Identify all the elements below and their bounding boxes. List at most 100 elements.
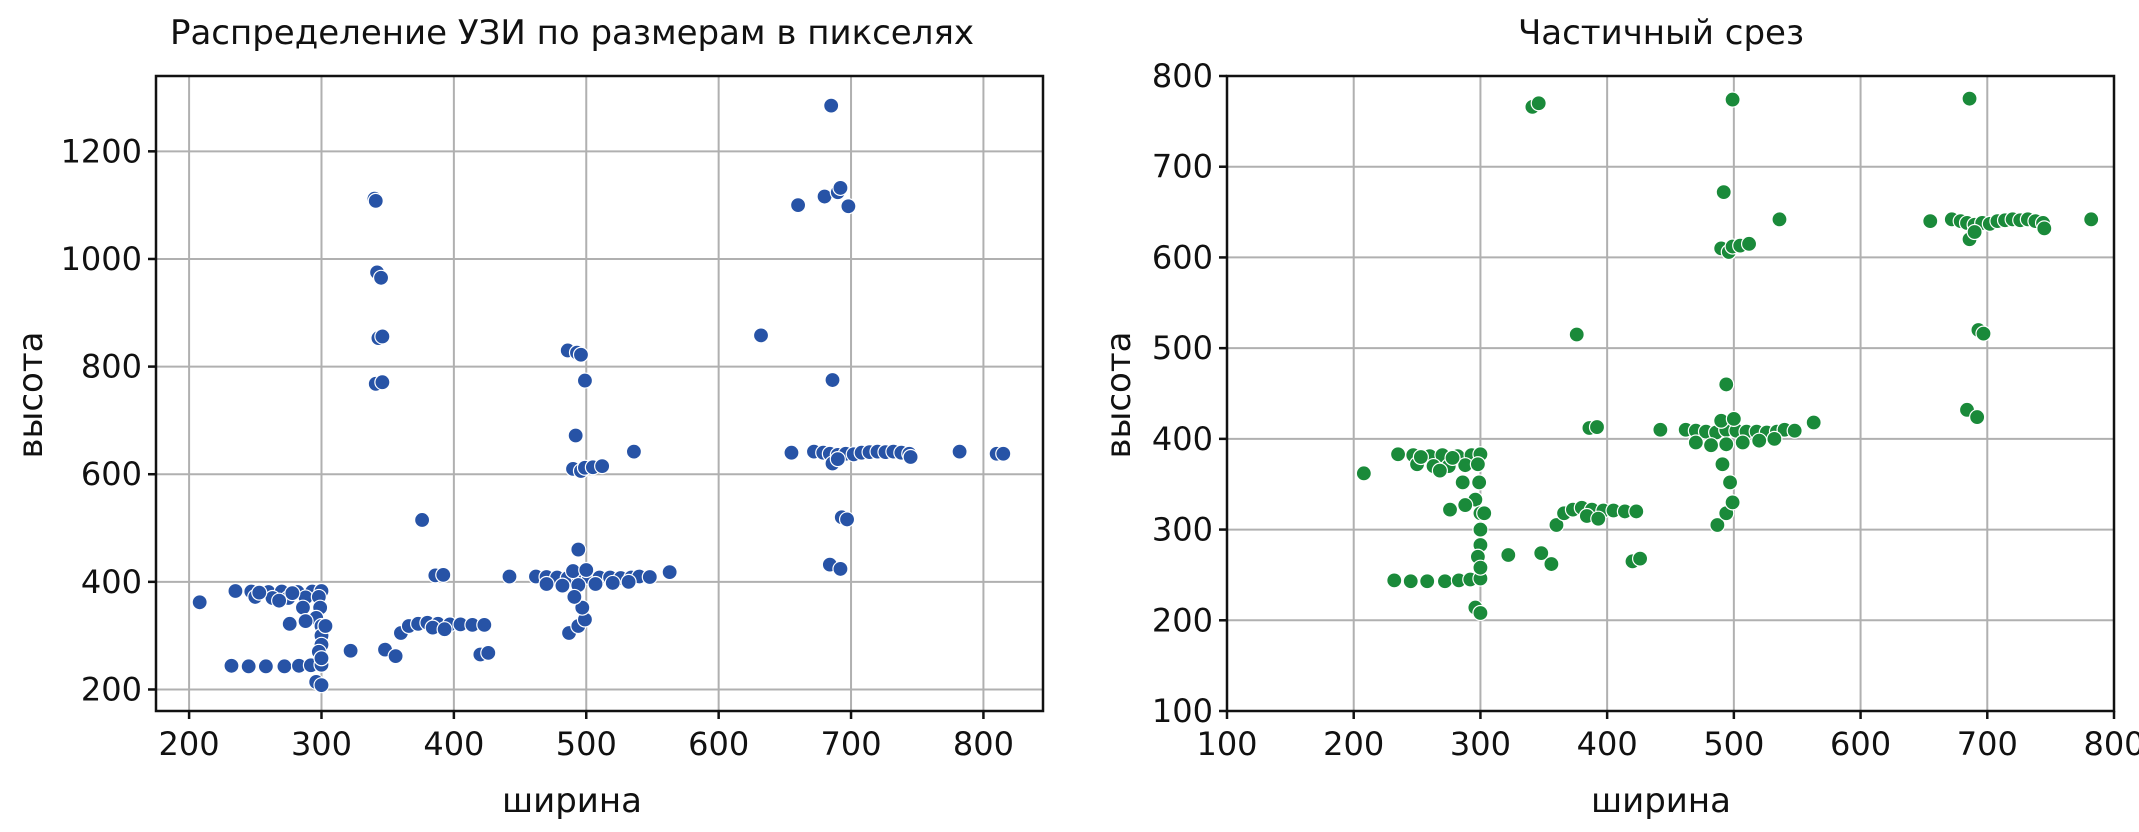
- data-point: [1724, 494, 1741, 511]
- chart-title: Частичный срез: [1518, 13, 1804, 53]
- data-point: [661, 564, 678, 581]
- x-axis-label: ширина: [1591, 781, 1731, 821]
- x-tick-label: 700: [1957, 725, 2018, 763]
- y-tick-label: 1200: [61, 132, 142, 170]
- x-tick-label: 300: [1450, 725, 1511, 763]
- data-point: [594, 458, 611, 475]
- axes: 100 200 300 400 500 600 700 800 100 200 300 400 500 6…: [1152, 57, 2139, 763]
- data-point: [276, 658, 293, 675]
- data-point: [838, 511, 856, 528]
- data-point: [1431, 462, 1448, 479]
- data-point: [574, 599, 591, 616]
- data-point: [342, 642, 359, 659]
- data-point: [372, 269, 390, 286]
- data-point: [1718, 436, 1735, 453]
- y-tick-label: 600: [1152, 238, 1213, 276]
- data-point: [1751, 432, 1768, 449]
- data-point: [1472, 521, 1489, 538]
- data-point: [995, 445, 1012, 462]
- axes: 200 300 400 500 600 700 800 200 400 600 800 1000 120…: [61, 74, 1045, 763]
- data-point: [1402, 573, 1419, 590]
- y-tick-label: 500: [1152, 329, 1213, 367]
- data-point: [572, 346, 590, 363]
- y-tick-label: 800: [1152, 57, 1213, 95]
- data-point: [823, 97, 840, 114]
- data-point: [1355, 465, 1372, 482]
- x-tick-label: 500: [556, 725, 617, 763]
- x-tick-label: 400: [1577, 725, 1638, 763]
- data-point: [1419, 573, 1436, 590]
- data-point: [1714, 456, 1731, 473]
- data-point: [1631, 550, 1649, 567]
- data-point: [1469, 456, 1486, 473]
- data-point: [578, 561, 595, 579]
- data-point: [313, 650, 330, 667]
- data-point: [1568, 326, 1585, 343]
- y-tick-label: 200: [81, 670, 142, 708]
- y-tick-label: 800: [81, 348, 142, 386]
- y-tick-label: 200: [1152, 601, 1213, 639]
- data-point: [1548, 516, 1565, 534]
- x-tick-label: 100: [1196, 725, 1257, 763]
- data-point: [501, 568, 518, 585]
- data-point: [587, 575, 604, 593]
- data-point: [1543, 555, 1560, 573]
- x-axis-label: ширина: [502, 781, 642, 821]
- data-point: [1961, 90, 1978, 107]
- x-tick-label: 400: [423, 725, 484, 763]
- data-point: [538, 575, 555, 593]
- data-point: [1436, 573, 1454, 590]
- data-point: [414, 511, 431, 529]
- data-point: [387, 648, 404, 665]
- data-point: [294, 599, 312, 616]
- data-point: [2083, 211, 2100, 228]
- data-point: [1718, 376, 1735, 393]
- data-point: [374, 328, 391, 345]
- data-point: [223, 657, 240, 674]
- data-point: [1500, 546, 1517, 564]
- grid: [1226, 75, 2115, 712]
- x-tick-label: 200: [159, 725, 220, 763]
- data-point: [620, 573, 637, 590]
- points: [191, 97, 1012, 694]
- data-point: [1590, 510, 1607, 527]
- data-point: [1533, 545, 1550, 562]
- data-point: [554, 577, 571, 594]
- data-point: [824, 371, 841, 389]
- data-point: [783, 444, 800, 461]
- data-point: [1709, 516, 1726, 534]
- data-point: [604, 574, 621, 592]
- data-point: [1969, 408, 1986, 426]
- x-tick-label: 800: [2083, 725, 2139, 763]
- data-point: [641, 568, 658, 586]
- data-point: [1771, 211, 1788, 228]
- y-tick-label: 600: [81, 455, 142, 493]
- data-point: [1471, 474, 1488, 491]
- y-axis-label: высота: [11, 331, 51, 458]
- data-point: [367, 192, 384, 209]
- data-point: [566, 588, 583, 606]
- data-point: [1922, 213, 1939, 230]
- data-point: [271, 592, 288, 609]
- x-tick-label: 800: [953, 725, 1014, 763]
- data-point: [1786, 422, 1803, 439]
- data-point: [2036, 220, 2053, 237]
- x-tick-label: 500: [1703, 725, 1764, 763]
- plot-frame: [1225, 74, 2116, 713]
- data-point: [1966, 223, 1983, 241]
- data-point: [436, 621, 453, 638]
- data-point: [1386, 572, 1403, 589]
- data-point: [480, 644, 497, 661]
- data-point: [789, 197, 807, 214]
- data-point: [1472, 604, 1489, 622]
- chart-size-distribution: Распределение УЗИ по размерам в пикселях…: [11, 13, 1045, 821]
- data-point: [832, 179, 849, 197]
- data-point: [435, 566, 452, 583]
- data-point: [313, 677, 330, 694]
- data-point: [1725, 410, 1742, 427]
- y-tick-label: 300: [1152, 511, 1213, 549]
- data-point: [832, 560, 849, 578]
- data-point: [227, 582, 244, 600]
- points: [1355, 90, 2100, 622]
